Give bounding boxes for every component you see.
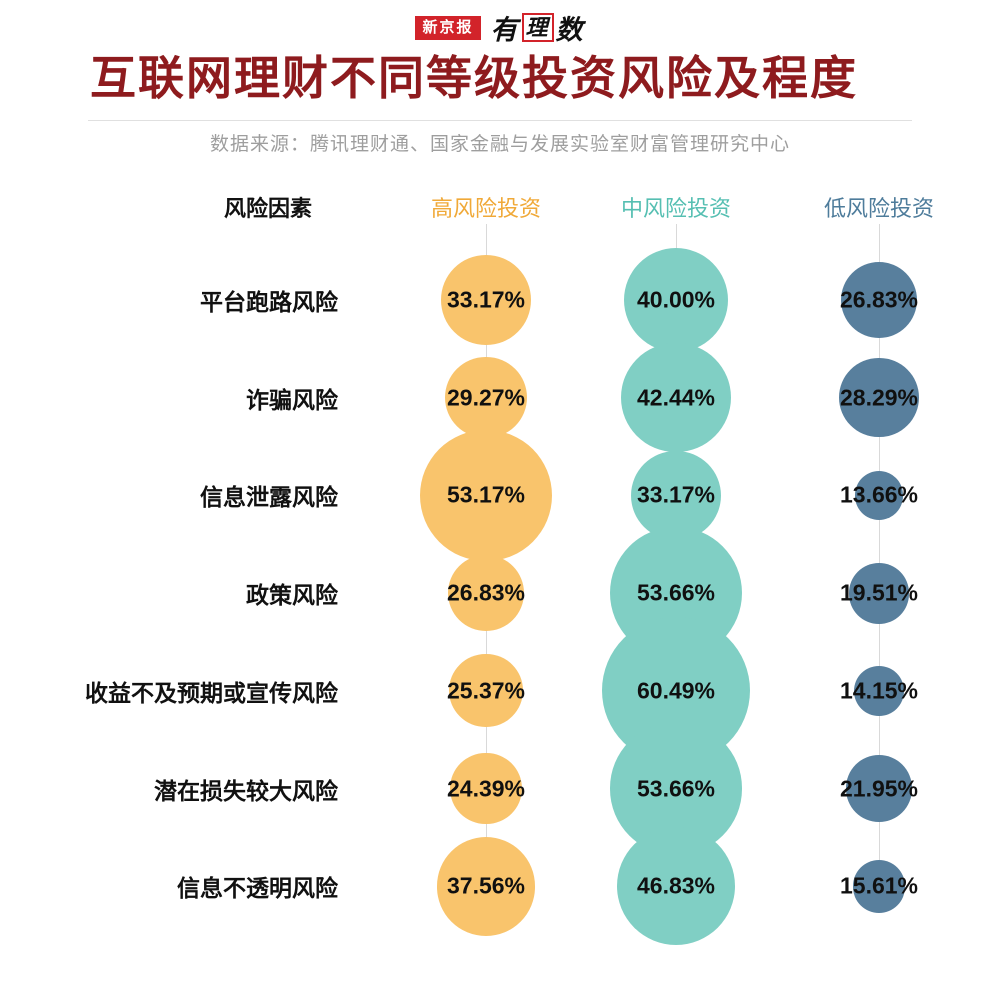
bubble	[840, 261, 918, 339]
bubble-value-label: 19.51%	[839, 579, 919, 606]
bubble	[845, 755, 913, 822]
row-axis-header: 风险因素	[223, 196, 312, 221]
bubble-value-label: 40.00%	[636, 286, 716, 313]
row-label: 诈骗风险	[246, 386, 338, 413]
bubble	[854, 665, 904, 716]
bubble	[420, 429, 552, 562]
row-label: 收益不及预期或宣传风险	[85, 679, 338, 706]
column-guide-line	[879, 224, 880, 887]
bubble-value-label: 14.15%	[839, 677, 919, 704]
bubble	[441, 255, 531, 345]
youlishu-logo: 有 理 数	[491, 8, 585, 47]
bubble	[848, 562, 910, 624]
bubble	[624, 248, 728, 352]
row-label: 政策风险	[246, 582, 338, 609]
bubble	[839, 357, 919, 438]
bubble-value-label: 53.17%	[446, 481, 526, 508]
bubble	[854, 471, 904, 520]
bubble	[445, 356, 527, 439]
bubble	[631, 450, 721, 541]
bubble-value-label: 37.56%	[446, 872, 526, 899]
column-header-medium-risk: 中风险投资	[620, 196, 732, 221]
bubble-value-label: 13.66%	[839, 481, 919, 508]
bubble-value-label: 46.83%	[636, 872, 716, 899]
youlishu-logo-char-1: 有	[490, 15, 520, 45]
bubble-value-label: 53.66%	[636, 775, 716, 801]
bubble	[621, 343, 731, 453]
row-label: 信息泄露风险	[200, 484, 338, 511]
bubble-value-label: 25.37%	[446, 677, 526, 704]
bubble-value-label: 26.83%	[446, 579, 526, 606]
bubble-value-label: 26.83%	[839, 286, 919, 313]
bubble-value-label: 53.66%	[636, 579, 716, 606]
bubble-value-label: 42.44%	[636, 384, 716, 411]
youlishu-logo-char-3: 数	[555, 15, 585, 45]
column-header-high-risk: 高风险投资	[430, 196, 542, 221]
youlishu-logo-char-2: 理	[521, 12, 554, 43]
beijing-news-logo: 新京报	[415, 15, 481, 40]
bubble-value-label: 24.39%	[446, 775, 526, 801]
bubble-value-label: 60.49%	[636, 677, 716, 704]
page-title: 互联网理财不同等级投资风险及程度	[90, 52, 858, 104]
bubble-value-label: 33.17%	[446, 286, 526, 313]
bubble	[447, 554, 525, 632]
row-label: 潜在损失较大风险	[154, 777, 338, 804]
bubble-value-label: 15.61%	[839, 872, 919, 899]
bubble-value-label: 21.95%	[839, 775, 919, 801]
row-label: 平台跑路风险	[200, 289, 338, 315]
bubble	[852, 859, 906, 913]
bubble-value-label: 33.17%	[636, 481, 716, 508]
bubble	[436, 836, 536, 936]
bubble	[450, 752, 522, 825]
row-label: 信息不透明风险	[177, 875, 338, 902]
brand-header: 新京报 有 理 数	[0, 8, 1000, 47]
bubble-value-label: 28.29%	[839, 384, 919, 411]
column-header-low-risk: 低风险投资	[823, 196, 935, 221]
data-source-note: 数据来源：腾讯理财通、国家金融与发展实验室财富管理研究中心	[209, 134, 790, 155]
bubble-value-label: 29.27%	[446, 384, 526, 411]
bubble	[449, 654, 523, 728]
title-divider	[88, 120, 912, 121]
bubble	[616, 827, 736, 946]
